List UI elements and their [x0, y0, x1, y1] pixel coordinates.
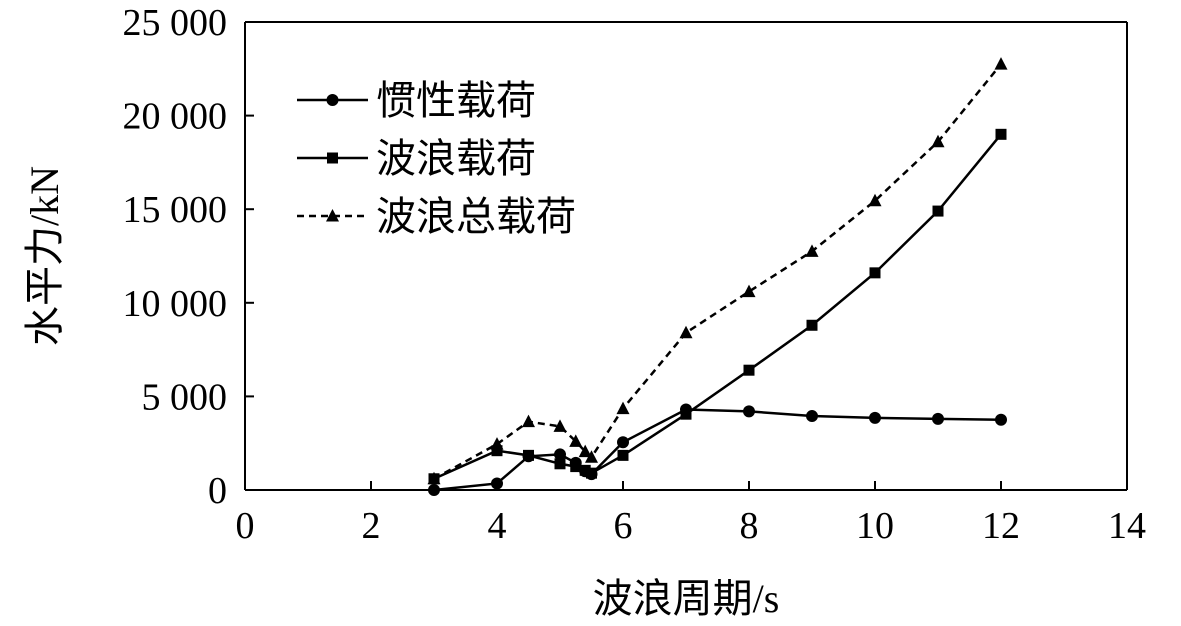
legend-marker	[327, 152, 338, 164]
series-layer	[427, 57, 1008, 496]
series-3-point	[994, 57, 1008, 70]
series-3-point	[868, 193, 882, 207]
series-3-point	[742, 284, 756, 298]
series-3-point	[553, 419, 567, 432]
legend-label: 波浪载荷	[376, 136, 536, 181]
x-tick-label: 2	[362, 505, 381, 547]
x-tick-label: 10	[856, 505, 894, 547]
x-axis-title: 波浪周期/s	[593, 576, 780, 621]
legend-marker	[326, 94, 339, 106]
series-1-point	[806, 410, 818, 423]
series-3-point	[616, 401, 630, 415]
y-tick-label: 0	[208, 470, 227, 512]
series-2-point	[586, 467, 597, 479]
series-3-point	[805, 244, 819, 257]
y-tick-label: 5 000	[142, 376, 228, 418]
series-2-point	[491, 445, 503, 457]
series-3-point	[490, 437, 504, 450]
series-3-point	[569, 434, 583, 447]
series-3-point	[679, 325, 693, 339]
x-tick-label: 8	[740, 505, 759, 547]
y-tick-label: 15 000	[123, 189, 228, 231]
series-2-point	[570, 461, 582, 473]
x-tick-label: 12	[982, 505, 1020, 547]
series-2-point	[995, 128, 1007, 140]
y-ticks: 0 5 000 10 000 15 000 20 000 25 000	[123, 2, 254, 512]
legend-label: 波浪总载荷	[376, 194, 576, 239]
series-1-point	[617, 436, 629, 449]
series-3-point	[522, 414, 535, 428]
series-2-point	[680, 408, 692, 420]
series-2-point	[579, 464, 591, 476]
series-3-point	[427, 471, 441, 485]
x-tick-label: 4	[488, 505, 507, 547]
series-1-point	[491, 477, 503, 490]
legend-item: 波浪总载荷	[297, 194, 576, 239]
series-3	[427, 57, 1008, 485]
series-2-point	[869, 267, 881, 279]
x-tick-label: 14	[1108, 505, 1146, 547]
x-ticks: 0 2 4 6 8 10 12 14	[236, 481, 1146, 547]
series-3-point	[578, 444, 592, 458]
series-1-point	[554, 448, 566, 461]
series-2	[428, 128, 1007, 485]
legend-item: 惯性载荷	[297, 78, 536, 123]
series-1-point	[869, 411, 881, 424]
series-1-line	[433, 408, 1002, 492]
series-2-point	[806, 319, 818, 331]
legend-item: 波浪载荷	[297, 136, 536, 181]
series-2-point	[932, 205, 944, 217]
chart-axes	[244, 21, 1128, 491]
series-1	[428, 403, 1007, 496]
series-3-point	[585, 450, 598, 463]
series-2-point	[743, 364, 755, 376]
x-tick-label: 0	[236, 505, 255, 547]
series-2-point	[523, 449, 534, 461]
y-axis-title: 水平力/kN	[22, 166, 67, 346]
series-2-point	[617, 449, 629, 461]
series-3-point	[931, 134, 945, 148]
legend-label: 惯性载荷	[376, 78, 536, 123]
series-1-point	[428, 484, 440, 496]
y-tick-label: 10 000	[123, 283, 228, 325]
series-2-point	[554, 458, 566, 470]
series-1-point	[932, 412, 944, 425]
series-1-point	[995, 413, 1007, 426]
y-tick-label: 20 000	[123, 96, 228, 138]
series-3-line	[433, 63, 1002, 480]
legend-marker	[326, 209, 339, 222]
series-1-point	[743, 405, 755, 418]
y-tick-label: 25 000	[123, 2, 228, 44]
x-tick-label: 6	[614, 505, 633, 547]
